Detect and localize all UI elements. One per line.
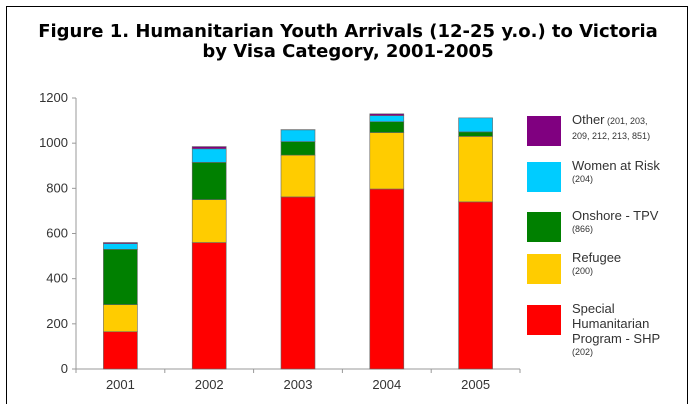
bar-segment [280, 141, 316, 156]
chart-title: Figure 1. Humanitarian Youth Arrivals (1… [0, 22, 696, 62]
bar-segment [280, 129, 316, 142]
legend-label: Women at Risk [572, 158, 660, 173]
bar-segment [103, 243, 138, 250]
legend-label: Other (201, 203, [572, 112, 648, 127]
bar-segment [458, 131, 493, 137]
y-tick-label: 800 [46, 180, 68, 195]
y-tick-label: 0 [61, 361, 68, 376]
y-tick-label: 1000 [39, 135, 68, 150]
legend-code: (202) [572, 347, 593, 357]
chart-title-line-1: Figure 1. Humanitarian Youth Arrivals (1… [38, 21, 658, 42]
legend-code: (866) [572, 224, 593, 234]
x-tick-label: 2001 [106, 377, 135, 392]
legend-swatch [527, 212, 561, 242]
legend-label: Program - SHP [572, 331, 660, 346]
chart-bars [103, 113, 493, 370]
legend-swatch [527, 254, 561, 284]
bar-segment [458, 136, 493, 203]
chart-title-line-2: by Visa Category, 2001-2005 [202, 41, 494, 62]
legend-swatch [527, 162, 561, 192]
y-tick-label: 1200 [39, 90, 68, 105]
bar-segment [103, 249, 138, 305]
legend-code: (204) [572, 174, 593, 184]
bar-segment [191, 148, 227, 163]
x-tick-label: 2004 [372, 377, 401, 392]
bar-segment [458, 201, 493, 370]
bar-segment [191, 146, 227, 150]
chart-legend: Other (201, 203, 209, 212, 213, 851) Women… [527, 112, 660, 357]
bar-segment [369, 188, 405, 370]
bar-segment [191, 242, 227, 370]
bar-segment [103, 242, 138, 244]
bar-segment [103, 331, 138, 370]
legend-label: Onshore - TPV [572, 208, 659, 223]
legend-label: Humanitarian [572, 316, 649, 331]
bar-segment [369, 121, 405, 133]
y-tick-label: 400 [46, 271, 68, 286]
x-tick-labels: 2001 2002 2003 2004 2005 [106, 377, 490, 392]
x-tick-label: 2003 [284, 377, 313, 392]
bar-segment [280, 154, 316, 198]
bar-segment [191, 199, 227, 243]
x-tick-label: 2005 [461, 377, 490, 392]
legend-label: Refugee [572, 250, 621, 265]
bar-segment [369, 115, 405, 123]
y-tick-label: 200 [46, 316, 68, 331]
legend-swatch [527, 305, 561, 335]
y-tick-labels: 0 200 400 600 800 1000 1200 [39, 90, 68, 376]
bar-segment [280, 196, 316, 370]
bar-segment [458, 117, 493, 133]
bar-segment [369, 132, 405, 190]
bar-segment [369, 113, 405, 116]
legend-swatch [527, 116, 561, 146]
legend-label: 209, 212, 213, 851) [572, 131, 650, 141]
x-tick-label: 2002 [195, 377, 224, 392]
legend-label: Special [572, 301, 615, 316]
bar-segment [191, 162, 227, 200]
y-tick-label: 600 [46, 226, 68, 241]
bar-segment [103, 304, 138, 333]
legend-code: (200) [572, 266, 593, 276]
